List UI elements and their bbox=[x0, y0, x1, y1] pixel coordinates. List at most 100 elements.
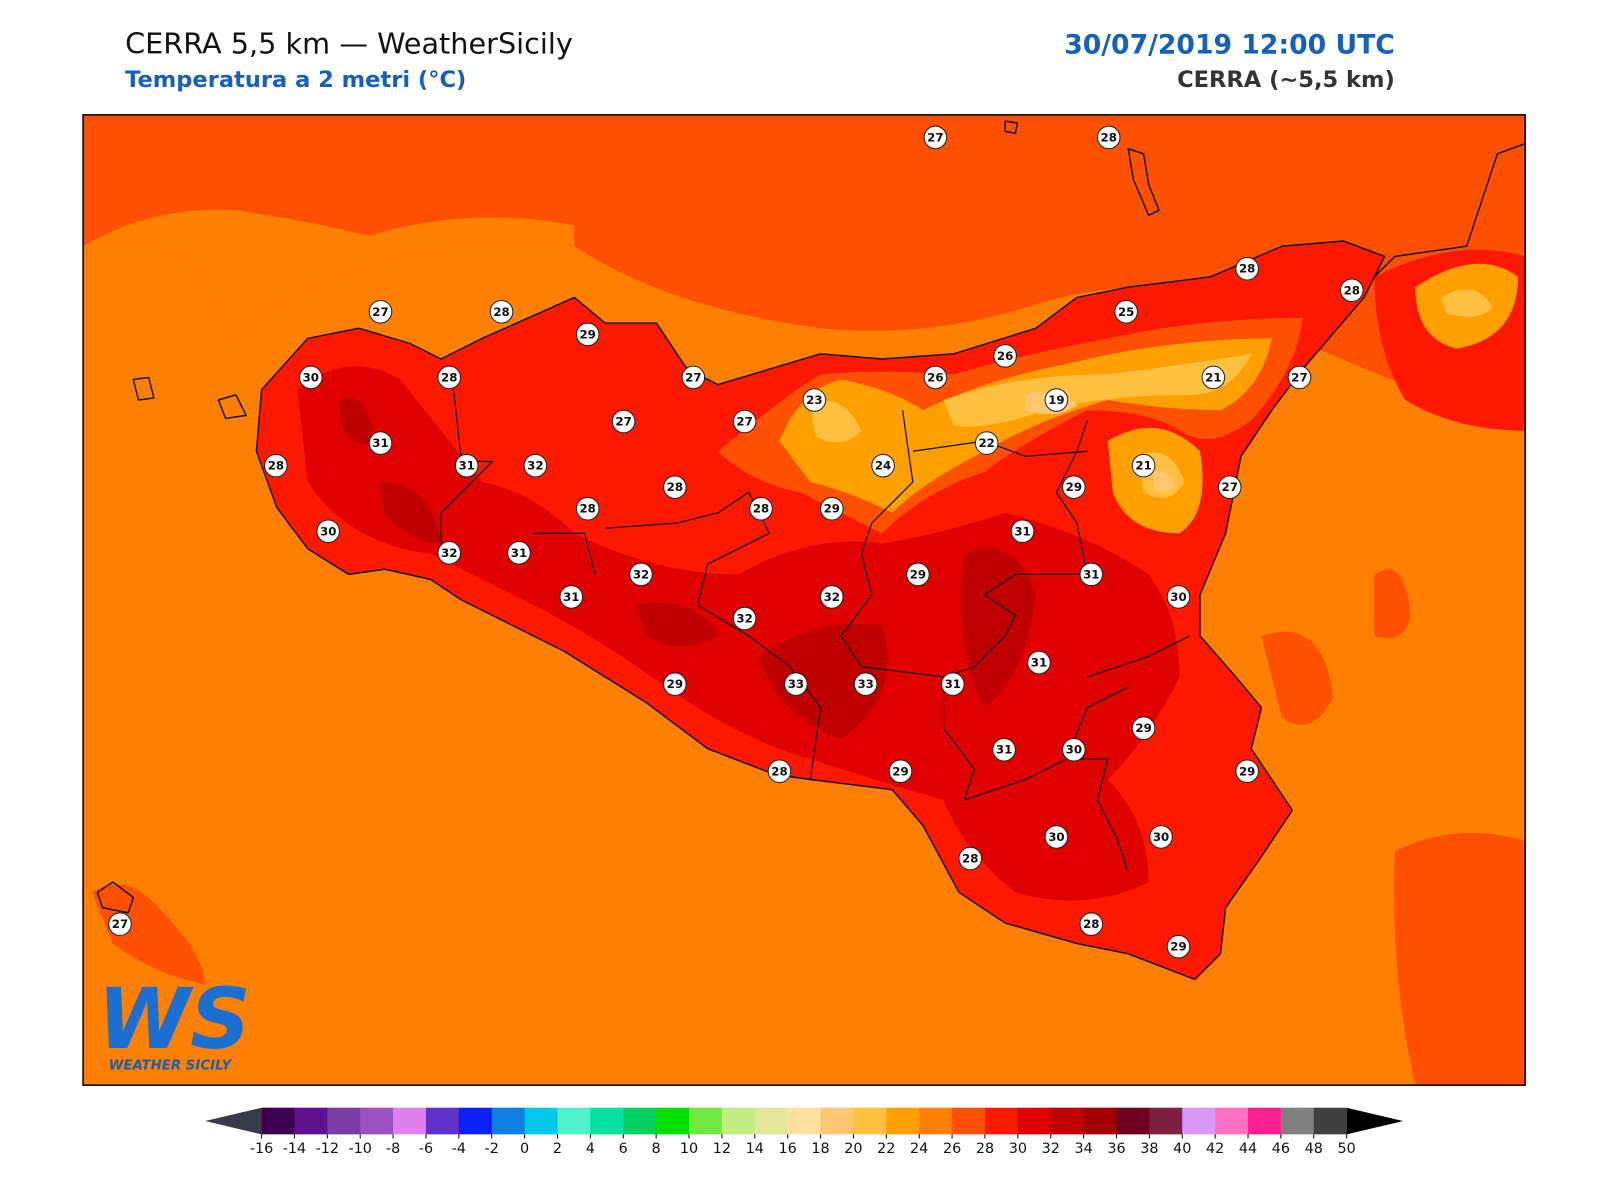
station-value: 28 bbox=[268, 459, 284, 473]
station-value: 29 bbox=[667, 677, 683, 691]
station-marker bbox=[1166, 585, 1191, 609]
station-marker bbox=[923, 365, 948, 390]
logo-mark: WS bbox=[97, 970, 250, 1068]
station: 32 bbox=[629, 562, 653, 587]
station: 32 bbox=[437, 541, 462, 565]
station-marker bbox=[853, 672, 878, 696]
station: 31 bbox=[454, 453, 479, 478]
station-marker bbox=[1235, 759, 1259, 784]
colorbar-tick-label: 16 bbox=[779, 1141, 797, 1157]
colorbar-tick-label: 34 bbox=[1074, 1141, 1092, 1157]
colorbar-swatch bbox=[721, 1107, 756, 1135]
station: 27 bbox=[1217, 475, 1242, 499]
station-marker bbox=[1166, 934, 1191, 959]
station: 29 bbox=[1166, 934, 1191, 959]
station-marker bbox=[575, 496, 600, 521]
datetime: 30/07/2019 12:00 UTC bbox=[1064, 29, 1395, 60]
colorbar-swatch bbox=[754, 1107, 789, 1135]
station-marker bbox=[732, 409, 757, 434]
station-value: 30 bbox=[1066, 743, 1082, 757]
station-value: 27 bbox=[685, 370, 701, 384]
station: 31 bbox=[1079, 562, 1104, 587]
station: 27 bbox=[732, 409, 757, 434]
station: 28 bbox=[437, 365, 462, 390]
station: 28 bbox=[663, 475, 687, 499]
station-value: 31 bbox=[1083, 567, 1099, 581]
sea-band bbox=[83, 209, 575, 339]
colorbar-tick-label: 10 bbox=[680, 1141, 698, 1157]
colorbar-swatch bbox=[623, 1107, 657, 1135]
colorbar-tick-label: 30 bbox=[1009, 1141, 1027, 1157]
station: 31 bbox=[1027, 650, 1051, 675]
station-marker bbox=[437, 365, 462, 390]
colorbar-swatch bbox=[952, 1107, 986, 1135]
station: 30 bbox=[1166, 585, 1191, 609]
colorbar-swatch bbox=[853, 1107, 887, 1135]
colorbar-under bbox=[205, 1107, 262, 1135]
station-marker bbox=[368, 431, 393, 455]
colorbar-swatch bbox=[1116, 1107, 1150, 1135]
station: 31 bbox=[507, 541, 531, 565]
station-marker bbox=[559, 585, 584, 609]
station-value: 24 bbox=[875, 459, 891, 473]
title: CERRA 5,5 km — WeatherSicily bbox=[125, 26, 573, 60]
station: 30 bbox=[298, 365, 323, 390]
colorbar-swatch bbox=[1182, 1107, 1216, 1135]
station: 28 bbox=[489, 300, 514, 324]
logo: WS WEATHER SICILY bbox=[97, 970, 250, 1074]
calabria-cooler bbox=[1441, 289, 1493, 317]
colorbar-swatch bbox=[1313, 1107, 1348, 1135]
station: 19 bbox=[1044, 388, 1069, 412]
stations: 27 28 28 28 27 28 29 25 26 30 28 27 26 21 27 23 19 27 27 31… bbox=[108, 125, 1364, 959]
station: 26 bbox=[993, 344, 1017, 368]
subtitle: Temperatura a 2 metri (°C) bbox=[125, 67, 466, 93]
colorbar-swatch bbox=[886, 1107, 920, 1135]
station-value: 25 bbox=[1118, 305, 1134, 319]
station-marker bbox=[992, 737, 1016, 762]
station-marker bbox=[1149, 825, 1173, 849]
station: 28 bbox=[1096, 125, 1121, 150]
station-marker bbox=[523, 453, 548, 478]
station-marker bbox=[507, 541, 531, 565]
colorbar-swatch bbox=[656, 1107, 690, 1135]
station: 29 bbox=[906, 562, 930, 587]
station-value: 28 bbox=[962, 851, 978, 865]
station: 27 bbox=[681, 365, 706, 390]
colorbar-swatch bbox=[1050, 1107, 1085, 1135]
station: 27 bbox=[923, 125, 948, 150]
colorbar-swatch bbox=[261, 1107, 295, 1135]
station-value: 31 bbox=[458, 459, 474, 473]
station: 28 bbox=[264, 453, 288, 478]
station-value: 21 bbox=[1205, 370, 1221, 384]
colorbar-swatch bbox=[294, 1107, 328, 1135]
map-frame bbox=[82, 114, 1526, 1086]
station-value: 19 bbox=[1048, 393, 1064, 407]
station: 29 bbox=[1062, 475, 1086, 499]
colorbar-swatch bbox=[1017, 1107, 1052, 1135]
station-value: 22 bbox=[978, 436, 994, 450]
station: 23 bbox=[802, 388, 827, 412]
sicily-hot bbox=[297, 366, 1180, 901]
colorbar-tick-label: 46 bbox=[1272, 1141, 1290, 1157]
colorbar-tick-label: 8 bbox=[652, 1141, 661, 1157]
colorbar-swatch bbox=[524, 1107, 558, 1135]
station-value: 28 bbox=[493, 305, 509, 319]
station-marker bbox=[1044, 825, 1069, 849]
colorbar-swatch bbox=[1248, 1107, 1282, 1135]
colorbar-tick-label: 50 bbox=[1338, 1141, 1356, 1157]
colorbar: -16 -14 -12 -10 -8 -6 -4 -2 0 2 4 6 8 10 12 14 16 18 20 22 2… bbox=[205, 1107, 1404, 1157]
station: 28 bbox=[958, 846, 983, 871]
colorbar-tick-label: 44 bbox=[1239, 1141, 1257, 1157]
station: 27 bbox=[1287, 365, 1312, 390]
station-value: 31 bbox=[1014, 524, 1030, 538]
colorbar-tick-label: -12 bbox=[316, 1141, 339, 1157]
colorbar-tick-label: -4 bbox=[452, 1141, 466, 1157]
station: 30 bbox=[1062, 737, 1086, 762]
colorbar-tick-label: 12 bbox=[713, 1141, 731, 1157]
colorbar-tick-label: -16 bbox=[250, 1141, 273, 1157]
station-value: 28 bbox=[771, 764, 787, 778]
colorbar-swatch bbox=[984, 1107, 1019, 1135]
station-value: 31 bbox=[945, 677, 961, 691]
station-value: 28 bbox=[1101, 130, 1117, 144]
